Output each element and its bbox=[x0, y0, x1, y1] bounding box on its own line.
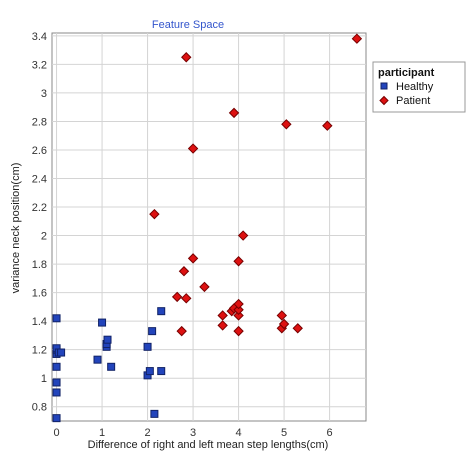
legend-patient-diamond-icon bbox=[379, 95, 389, 106]
patient-point-19 bbox=[237, 230, 249, 241]
legend-healthy-square-icon bbox=[380, 82, 388, 90]
y-tick-label-3: 1.4 bbox=[32, 316, 47, 328]
legend-title: participant bbox=[378, 67, 435, 79]
patient-point-0 bbox=[149, 208, 160, 220]
healthy-point-7 bbox=[52, 314, 61, 323]
healthy-point-14 bbox=[103, 335, 112, 344]
x-tick-label-1: 1 bbox=[99, 427, 105, 439]
patient-point-1 bbox=[171, 291, 183, 303]
healthy-point-2 bbox=[52, 378, 61, 387]
healthy-point-21 bbox=[157, 367, 166, 376]
y-tick-label-1: 1 bbox=[41, 373, 47, 385]
patient-point-22 bbox=[278, 318, 290, 330]
patient-point-25 bbox=[322, 120, 333, 131]
healthy-point-17 bbox=[143, 342, 152, 351]
legend-item-patient: Patient bbox=[396, 95, 430, 107]
y-axis-label: variance neck position(cm) bbox=[10, 163, 22, 294]
y-tick-label-13: 3.4 bbox=[32, 31, 47, 43]
chart-title: Feature Space bbox=[152, 19, 224, 31]
healthy-point-1 bbox=[52, 388, 61, 397]
y-tick-label-10: 2.8 bbox=[32, 116, 47, 128]
patient-point-6 bbox=[187, 253, 199, 264]
x-tick-label-3: 3 bbox=[190, 427, 196, 439]
y-tick-label-9: 2.6 bbox=[32, 145, 47, 157]
legend: participant Healthy Patient bbox=[372, 61, 466, 113]
y-tick-label-11: 3 bbox=[41, 88, 47, 100]
y-tick-label-4: 1.6 bbox=[32, 288, 47, 300]
patient-point-13 bbox=[228, 107, 240, 119]
healthy-point-10 bbox=[93, 355, 102, 364]
patient-point-7 bbox=[187, 143, 199, 154]
y-tick-label-0: 0.8 bbox=[32, 402, 47, 414]
patient-point-24 bbox=[292, 323, 303, 334]
patient-point-8 bbox=[199, 281, 210, 293]
patient-point-9 bbox=[217, 320, 228, 331]
healthy-point-18 bbox=[145, 367, 154, 376]
healthy-point-15 bbox=[107, 362, 116, 371]
patient-point-15 bbox=[233, 310, 244, 321]
healthy-point-9 bbox=[57, 348, 66, 357]
healthy-point-3 bbox=[52, 362, 61, 371]
patient-point-23 bbox=[281, 119, 292, 130]
healthy-point-0 bbox=[52, 414, 61, 423]
legend-item-healthy: Healthy bbox=[396, 81, 434, 93]
y-tick-label-2: 1.2 bbox=[32, 345, 47, 357]
x-tick-labels: 0 1 2 3 4 5 6 bbox=[53, 427, 332, 439]
patient-point-2 bbox=[176, 325, 187, 337]
y-tick-labels: 0.8 1 1.2 1.4 1.6 1.8 2 2.2 2.4 2.6 2.8 3 3.2 3.4 bbox=[32, 31, 47, 414]
y-tick-label-7: 2.2 bbox=[32, 202, 47, 214]
patient-point-20 bbox=[276, 310, 288, 321]
healthy-point-20 bbox=[150, 409, 159, 418]
x-tick-label-4: 4 bbox=[236, 427, 242, 439]
patient-point-10 bbox=[217, 310, 228, 321]
x-tick-label-2: 2 bbox=[145, 427, 151, 439]
patient-point-18 bbox=[233, 256, 244, 267]
x-axis-label: Difference of right and left mean step l… bbox=[88, 439, 329, 451]
healthy-point-11 bbox=[98, 318, 107, 327]
legend-box bbox=[372, 61, 466, 113]
patient-point-16 bbox=[233, 304, 244, 315]
x-tick-label-0: 0 bbox=[53, 427, 59, 439]
x-tick-label-6: 6 bbox=[327, 427, 333, 439]
y-tick-label-12: 3.2 bbox=[32, 59, 47, 71]
x-tick-label-5: 5 bbox=[281, 427, 287, 439]
patient-point-4 bbox=[181, 293, 192, 304]
y-tick-label-5: 1.8 bbox=[32, 259, 47, 271]
patient-point-26 bbox=[351, 33, 363, 44]
data-points bbox=[52, 33, 363, 423]
healthy-point-22 bbox=[157, 307, 166, 316]
healthy-point-19 bbox=[148, 327, 157, 336]
plot-area bbox=[51, 32, 367, 422]
patient-point-3 bbox=[178, 266, 190, 277]
y-tick-label-8: 2.4 bbox=[32, 174, 47, 186]
patient-point-14 bbox=[233, 325, 244, 337]
y-tick-label-6: 2 bbox=[41, 231, 47, 243]
patient-point-5 bbox=[181, 52, 192, 63]
patient-point-17 bbox=[233, 298, 244, 310]
